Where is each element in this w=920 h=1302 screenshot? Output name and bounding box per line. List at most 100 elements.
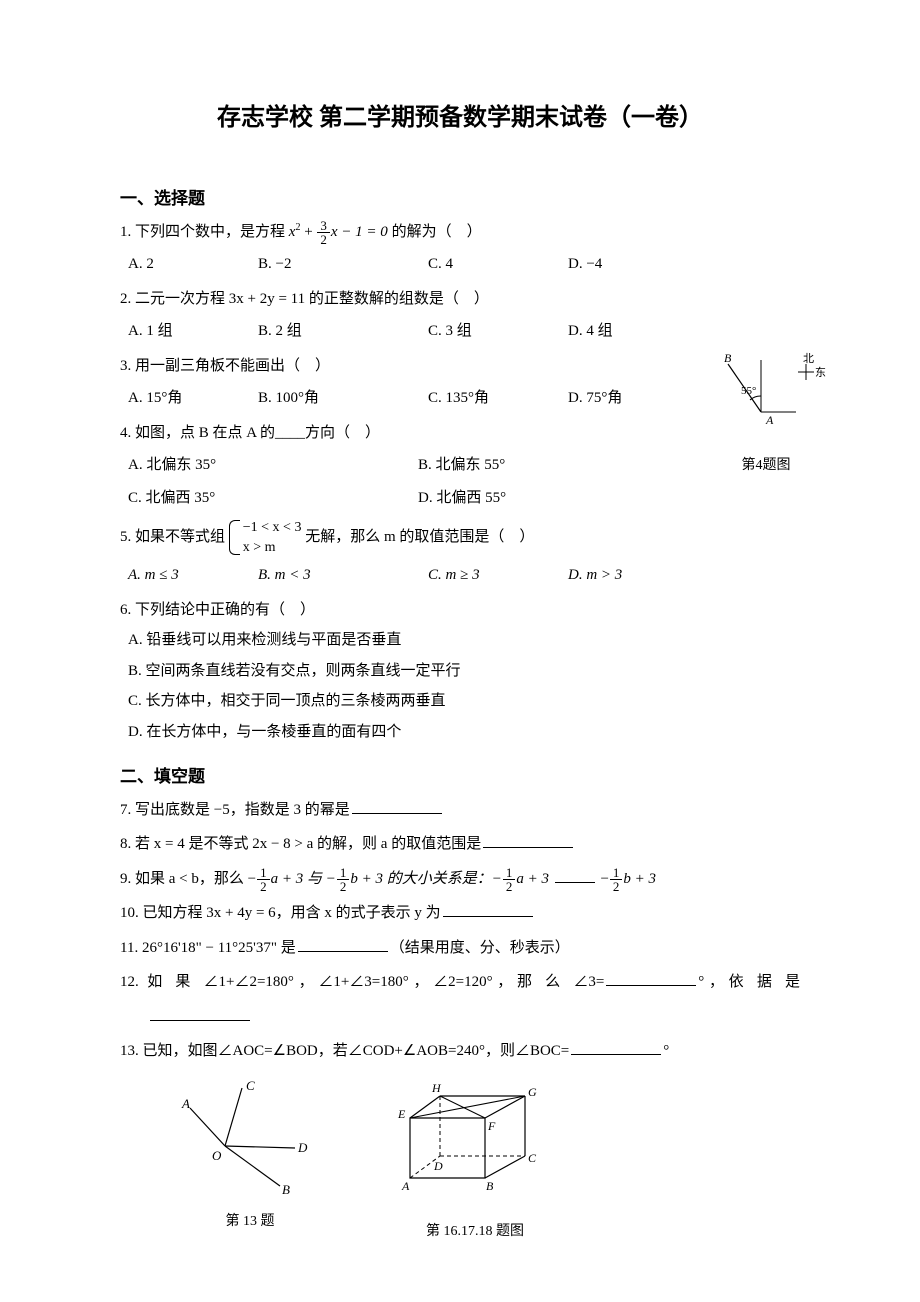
q3-stem: 3. 用一副三角板不能画出（ ） (120, 358, 330, 374)
svg-text:B: B (724, 352, 732, 365)
question-4: 4. 如图，点 B 在点 A 的____方向（ ） A. 北偏东 35° B. … (120, 419, 688, 513)
q3-optA: A. 15°角 (128, 384, 258, 413)
q5-options: A. m ≤ 3 B. m < 3 C. m ≥ 3 D. m > 3 (128, 561, 800, 590)
exam-title: 存志学校 第二学期预备数学期末试卷（一卷） (120, 100, 800, 136)
q1-options: A. 2 B. −2 C. 4 D. −4 (128, 250, 800, 279)
q1-optA: A. 2 (128, 250, 258, 279)
q2-optB: B. 2 组 (258, 317, 428, 346)
question-2: 2. 二元一次方程 3x + 2y = 11 的正整数解的组数是（ ） A. 1… (120, 285, 800, 346)
q5-stem-pre: 5. 如果不等式组 (120, 529, 229, 545)
q9-f1d: 2 (257, 880, 270, 893)
section2-header: 二、填空题 (120, 764, 800, 790)
q11-pre: 11. 26°16'18" − 11°25'37" 是 (120, 940, 296, 956)
q9-pre: 9. 如果 a < b，那么 − (120, 871, 256, 887)
q9-f4d: 2 (610, 880, 623, 893)
svg-text:O: O (212, 1148, 222, 1163)
q1-mid: + (300, 224, 316, 240)
question-11: 11. 26°16'18" − 11°25'37" 是 （结果用度、分、秒表示） (120, 934, 800, 963)
q4-options-2: C. 北偏西 35° D. 北偏西 55° (128, 484, 688, 513)
q3-optB: B. 100°角 (258, 384, 428, 413)
q1-optB: B. −2 (258, 250, 428, 279)
svg-text:A: A (765, 413, 774, 427)
q6-optB: B. 空间两条直线若没有交点，则两条直线一定平行 (128, 657, 800, 686)
q2-stem: 2. 二元一次方程 3x + 2y = 11 的正整数解的组数是（ ） (120, 291, 489, 307)
q10-stem: 10. 已知方程 3x + 4y = 6，用含 x 的式子表示 y 为 (120, 905, 441, 921)
q5-optC: C. m ≥ 3 (428, 561, 568, 590)
q5-system: −1 < x < 3 x > m (229, 518, 302, 557)
figure-13-caption: 第 13 题 (170, 1211, 330, 1232)
q7-stem: 7. 写出底数是 −5，指数是 3 的幂是 (120, 802, 350, 818)
q7-blank (352, 799, 442, 814)
question-1: 1. 下列四个数中，是方程 x2 + 32x − 1 = 0 的解为（ ） A.… (120, 218, 800, 279)
q9-m3: a + 3 (516, 871, 552, 887)
q13-blank (571, 1040, 661, 1055)
svg-text:C: C (246, 1078, 255, 1093)
q11-blank (298, 937, 388, 952)
q5-optA: A. m ≤ 3 (128, 561, 258, 590)
svg-text:E: E (397, 1107, 406, 1121)
section1-header: 一、选择题 (120, 186, 800, 212)
q8-stem: 8. 若 x = 4 是不等式 2x − 8 > a 的解，则 a 的取值范围是 (120, 836, 481, 852)
svg-text:A: A (181, 1096, 190, 1111)
q9-f1: 12 (257, 866, 270, 893)
q9-m1: a + 3 与 − (271, 871, 336, 887)
svg-text:C: C (528, 1151, 537, 1165)
q10-blank (443, 902, 533, 917)
q2-optA: A. 1 组 (128, 317, 258, 346)
svg-text:B: B (282, 1182, 290, 1197)
q5-optD: D. m > 3 (568, 561, 688, 590)
figure-16-caption: 第 16.17.18 题图 (390, 1221, 560, 1242)
q3-options: A. 15°角 B. 100°角 C. 135°角 D. 75°角 (128, 384, 688, 413)
svg-text:北: 北 (803, 352, 814, 365)
q11-post: （结果用度、分、秒表示） (390, 940, 570, 956)
q9-f3n: 1 (503, 866, 516, 880)
q6-optC: C. 长方体中，相交于同一顶点的三条棱两两垂直 (128, 687, 800, 716)
svg-text:H: H (431, 1081, 442, 1095)
q4-optD: D. 北偏西 55° (418, 484, 638, 513)
figure-q4-caption: 第4题图 (696, 455, 836, 476)
q2-options: A. 1 组 B. 2 组 C. 3 组 D. 4 组 (128, 317, 800, 346)
q9-f1n: 1 (257, 866, 270, 880)
q5-optB: B. m < 3 (258, 561, 428, 590)
q4-optB: B. 北偏东 55° (418, 451, 638, 480)
q13-stem: 13. 已知，如图∠AOC=∠BOD，若∠COD+∠AOB=240°，则∠BOC… (120, 1043, 569, 1059)
svg-text:F: F (487, 1119, 496, 1133)
q12-blank1 (606, 971, 696, 986)
q1-optD: D. −4 (568, 250, 688, 279)
question-6: 6. 下列结论中正确的有（ ） A. 铅垂线可以用来检测线与平面是否垂直 B. … (120, 596, 800, 747)
svg-text:A: A (401, 1179, 410, 1193)
question-9: 9. 如果 a < b，那么 −12a + 3 与 −12b + 3 的大小关系… (120, 865, 800, 894)
q9-blank (555, 868, 595, 883)
q2-optC: C. 3 组 (428, 317, 568, 346)
q4-stem: 4. 如图，点 B 在点 A 的____方向（ ） (120, 425, 380, 441)
q3-optC: C. 135°角 (428, 384, 568, 413)
q1-after: x − 1 = 0 (331, 224, 388, 240)
q5-sys1: −1 < x < 3 (243, 518, 302, 538)
figures-row: A C D B O 第 13 题 A B C D E F (170, 1078, 800, 1243)
q12-post: °，依 据 是 (698, 974, 800, 990)
q1-stem-pre: 1. 下列四个数中，是方程 (120, 224, 289, 240)
question-10: 10. 已知方程 3x + 4y = 6，用含 x 的式子表示 y 为 (120, 899, 800, 928)
q1-frac: 32 (317, 219, 330, 246)
question-5: 5. 如果不等式组 −1 < x < 3 x > m 无解，那么 m 的取值范围… (120, 518, 800, 590)
q4-optC: C. 北偏西 35° (128, 484, 418, 513)
q9-m2: b + 3 的大小关系是：− (350, 871, 502, 887)
q2-optD: D. 4 组 (568, 317, 688, 346)
svg-text:G: G (528, 1085, 537, 1099)
q12-blank2 (150, 1006, 250, 1021)
q1-optC: C. 4 (428, 250, 568, 279)
q5-sys2: x > m (243, 538, 302, 558)
q6-optD: D. 在长方体中，与一条棱垂直的面有四个 (128, 718, 800, 747)
q6-optA: A. 铅垂线可以用来检测线与平面是否垂直 (128, 626, 800, 655)
question-12: 12. 如 果 ∠1+∠2=180°，∠1+∠3=180°，∠2=120°，那 … (120, 968, 800, 997)
q3-optD: D. 75°角 (568, 384, 688, 413)
q4-optA: A. 北偏东 35° (128, 451, 418, 480)
q9-post: − (597, 871, 609, 887)
q9-f2: 12 (337, 866, 350, 893)
q12-pre: 12. 如 果 ∠1+∠2=180°，∠1+∠3=180°，∠2=120°，那 … (120, 974, 604, 990)
q1-stem-post: 的解为（ ） (388, 224, 482, 240)
svg-text:B: B (486, 1179, 494, 1193)
svg-text:55°: 55° (741, 385, 756, 397)
q9-f3d: 2 (503, 880, 516, 893)
svg-text:D: D (433, 1159, 443, 1173)
